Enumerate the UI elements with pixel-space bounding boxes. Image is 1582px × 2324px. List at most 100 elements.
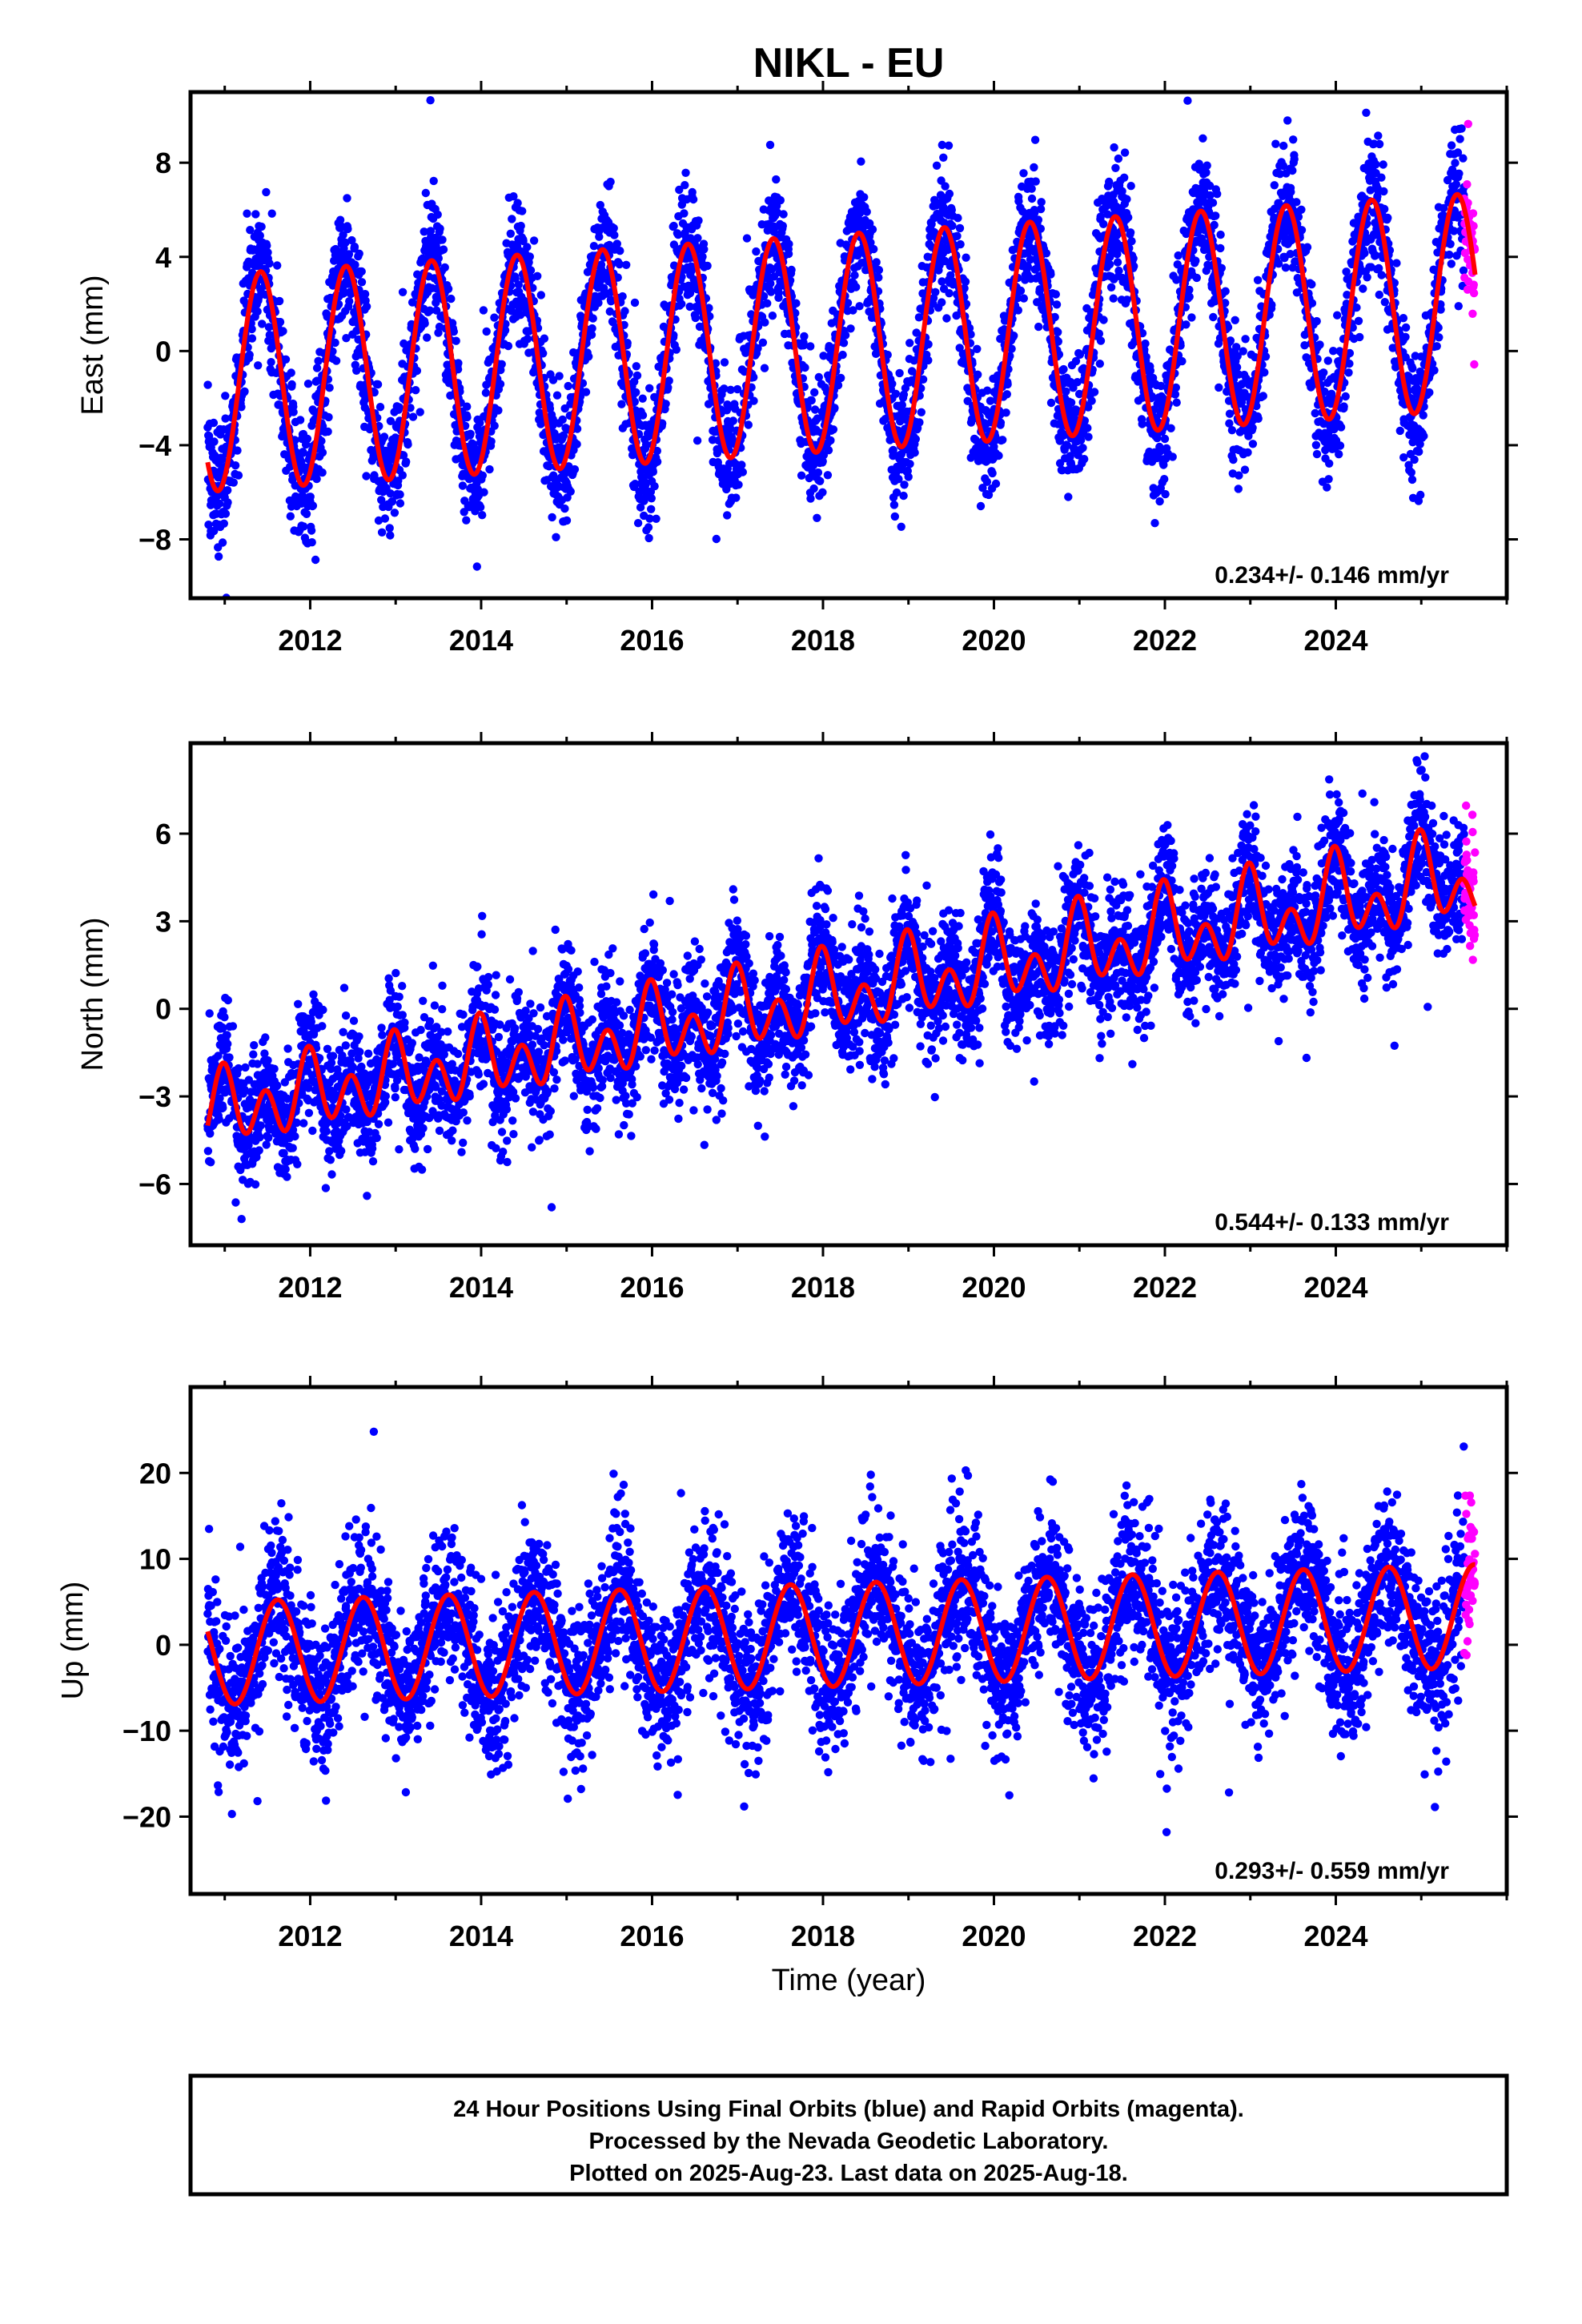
final-orbit-point — [891, 389, 901, 398]
final-orbit-point — [243, 209, 251, 218]
final-orbit-point — [519, 236, 528, 246]
final-orbit-point — [862, 207, 871, 216]
final-orbit-point — [785, 239, 793, 248]
final-orbit-point — [1231, 316, 1239, 324]
final-orbit-point — [426, 96, 435, 105]
final-orbit-point — [1113, 258, 1122, 267]
final-orbit-point — [1408, 364, 1417, 373]
final-orbit-point — [518, 207, 527, 215]
final-orbit-point — [1289, 135, 1298, 144]
final-orbit-point — [632, 371, 642, 380]
final-orbit-point — [855, 302, 864, 311]
final-orbit-point — [1270, 181, 1279, 190]
final-orbit-point — [630, 298, 640, 308]
final-orbit-point — [1106, 283, 1116, 292]
final-orbit-point — [460, 508, 468, 517]
final-orbit-point — [1090, 388, 1099, 396]
final-orbit-point — [476, 503, 485, 512]
final-orbit-point — [818, 488, 827, 497]
final-orbit-point — [1183, 96, 1192, 105]
final-orbit-point — [652, 457, 662, 466]
final-orbit-point — [931, 287, 940, 296]
final-orbit-point — [447, 294, 456, 304]
final-orbit-point — [638, 411, 648, 420]
final-orbit-point — [523, 243, 532, 251]
final-orbit-point — [555, 372, 564, 380]
final-orbit-point — [705, 304, 713, 312]
final-orbit-point — [487, 437, 496, 446]
final-orbit-point — [218, 455, 227, 464]
final-orbit-point — [1076, 436, 1086, 444]
final-orbit-point — [1170, 390, 1180, 399]
final-orbit-point — [838, 350, 847, 360]
final-orbit-point — [209, 418, 219, 428]
final-orbit-point — [829, 425, 838, 434]
final-orbit-point — [763, 299, 772, 308]
final-orbit-point — [892, 488, 901, 497]
final-orbit-point — [479, 306, 488, 315]
final-orbit-point — [742, 234, 752, 243]
final-orbit-point — [1084, 403, 1093, 412]
final-orbit-point — [511, 274, 520, 283]
final-orbit-point — [1352, 303, 1361, 312]
final-orbit-point — [628, 444, 636, 453]
final-orbit-point — [572, 440, 581, 448]
final-orbit-point — [1114, 154, 1123, 163]
final-orbit-point — [1122, 296, 1131, 304]
final-orbit-point — [303, 380, 313, 388]
final-orbit-point — [1118, 187, 1126, 195]
final-orbit-point — [661, 400, 670, 408]
final-orbit-point — [596, 200, 604, 210]
final-orbit-point — [1270, 213, 1279, 223]
final-orbit-point — [1283, 116, 1292, 125]
final-orbit-point — [1215, 383, 1223, 392]
final-orbit-point — [373, 380, 383, 389]
final-orbit-point — [905, 460, 914, 468]
final-orbit-point — [303, 434, 312, 444]
final-orbit-point — [1288, 166, 1297, 175]
final-orbit-point — [398, 287, 408, 296]
final-orbit-point — [1129, 254, 1138, 263]
final-orbit-point — [1395, 426, 1405, 436]
final-orbit-point — [737, 460, 746, 469]
final-orbit-point — [1415, 447, 1423, 456]
final-orbit-point — [1192, 273, 1202, 283]
final-orbit-point — [1335, 441, 1345, 450]
final-orbit-point — [713, 448, 722, 458]
final-orbit-point — [1155, 497, 1164, 506]
final-orbit-point — [312, 474, 321, 484]
final-orbit-point — [1168, 452, 1177, 461]
final-orbit-point — [1419, 432, 1428, 440]
final-orbit-point — [650, 482, 659, 491]
final-orbit-point — [1377, 271, 1386, 279]
final-orbit-point — [1083, 424, 1092, 432]
final-orbit-point — [612, 239, 621, 248]
final-orbit-point — [677, 300, 686, 308]
final-orbit-point — [1319, 368, 1328, 377]
final-orbit-point — [1274, 259, 1283, 268]
final-orbit-point — [298, 491, 307, 501]
final-orbit-point — [846, 324, 855, 333]
final-orbit-point — [833, 380, 843, 390]
final-orbit-point — [1199, 134, 1207, 143]
final-orbit-point — [948, 221, 957, 231]
final-orbit-point — [399, 451, 408, 460]
final-orbit-point — [1007, 344, 1016, 353]
final-orbit-point — [529, 236, 539, 245]
final-orbit-point — [1099, 219, 1108, 228]
final-orbit-point — [1377, 173, 1386, 182]
final-orbit-point — [1002, 408, 1010, 417]
final-orbit-point — [357, 267, 366, 276]
final-orbit-point — [458, 481, 468, 490]
final-orbit-point — [351, 260, 359, 269]
final-orbit-point — [478, 471, 487, 480]
final-orbit-point — [275, 317, 285, 327]
final-orbit-point — [1242, 374, 1251, 383]
final-orbit-point — [924, 340, 933, 349]
final-orbit-point — [352, 366, 361, 375]
final-orbit-point — [1052, 300, 1062, 309]
final-orbit-point — [1380, 298, 1390, 307]
final-orbit-point — [966, 330, 975, 339]
final-orbit-point — [1401, 323, 1411, 332]
final-orbit-point — [581, 388, 591, 396]
